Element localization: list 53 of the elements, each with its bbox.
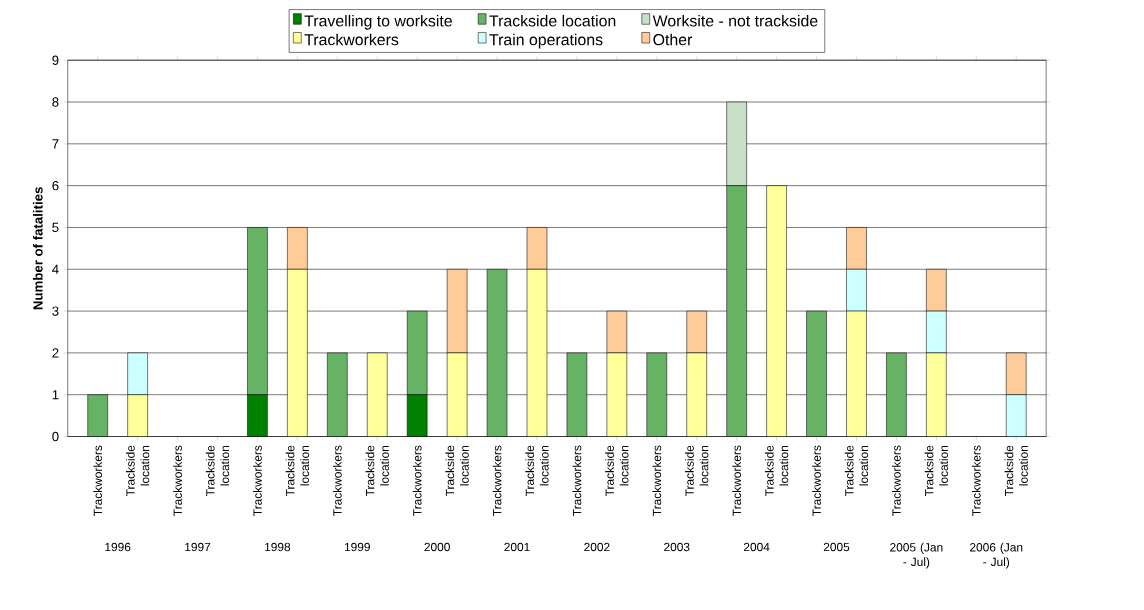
text: 2004 xyxy=(743,542,770,552)
x-tick-label: Trackworkers xyxy=(971,445,981,517)
x-tick-label: Trackworkers xyxy=(732,445,742,517)
y-tick-label: 5 xyxy=(52,223,59,233)
x-tick-label: Trackside location xyxy=(525,445,549,497)
x-tick-label: Trackside location xyxy=(764,445,789,497)
x-tick-label: Trackside location xyxy=(1004,445,1028,497)
x-tick-label: Trackworkers xyxy=(253,445,262,517)
x-tick-label: Trackside location xyxy=(685,445,709,497)
legend-label: Travelling to worksite xyxy=(304,15,452,30)
text: 1998 xyxy=(265,542,291,552)
legend-label: Trackside location xyxy=(489,15,616,27)
y-axis-title: Number of fatalities xyxy=(32,187,43,310)
legend-label: Worksite - not trackside xyxy=(652,15,818,27)
legend-label: Train operations xyxy=(489,33,603,49)
x-tick-label: Trackworkers xyxy=(332,445,342,517)
x-tick-label: Trackside location xyxy=(445,445,469,497)
y-tick-label: 3 xyxy=(52,306,59,316)
x-tick-label: Trackworkers xyxy=(652,445,662,517)
y-tick-label: 0 xyxy=(52,432,59,442)
legend-label: Other xyxy=(653,33,693,46)
text: 2002 xyxy=(584,542,610,552)
text: 1997 xyxy=(185,542,211,552)
x-tick-label: Trackside location xyxy=(125,445,150,497)
legend-label: Trackworkers xyxy=(304,33,399,46)
text: 2005 xyxy=(823,542,850,552)
y-tick-label: 8 xyxy=(52,97,59,107)
text: 2001 xyxy=(504,542,530,552)
text: 1999 xyxy=(344,542,370,552)
x-tick-label: Trackworkers xyxy=(572,445,582,517)
text: 2005 (Jan - Jul) xyxy=(890,542,943,569)
x-tick-label: Trackside location xyxy=(285,445,310,497)
x-tick-label: Trackworkers xyxy=(93,445,103,517)
y-tick-label: 7 xyxy=(52,139,59,149)
x-tick-label: Trackworkers xyxy=(492,445,502,517)
x-tick-label: Trackside location xyxy=(205,445,230,497)
y-tick-label: 9 xyxy=(52,55,59,66)
text: 2003 xyxy=(664,542,690,552)
y-tick-label: 1 xyxy=(52,390,59,400)
text: 2000 xyxy=(424,542,450,552)
x-tick-label: Trackside location xyxy=(605,445,629,497)
text: 1996 xyxy=(105,542,131,552)
x-tick-label: Trackside location xyxy=(365,445,389,497)
text: 2006 (Jan - Jul) xyxy=(970,542,1023,569)
x-tick-label: Trackworkers xyxy=(812,445,821,517)
x-tick-label: Trackworkers xyxy=(173,445,182,517)
y-tick-label: 2 xyxy=(52,348,59,358)
x-tick-label: Trackside location xyxy=(924,445,948,497)
y-tick-label: 6 xyxy=(52,181,59,191)
x-tick-label: Trackworkers xyxy=(412,445,422,517)
x-tick-label: Trackside location xyxy=(844,445,869,497)
x-tick-label: Trackworkers xyxy=(892,445,901,517)
y-tick-label: 4 xyxy=(52,264,59,275)
